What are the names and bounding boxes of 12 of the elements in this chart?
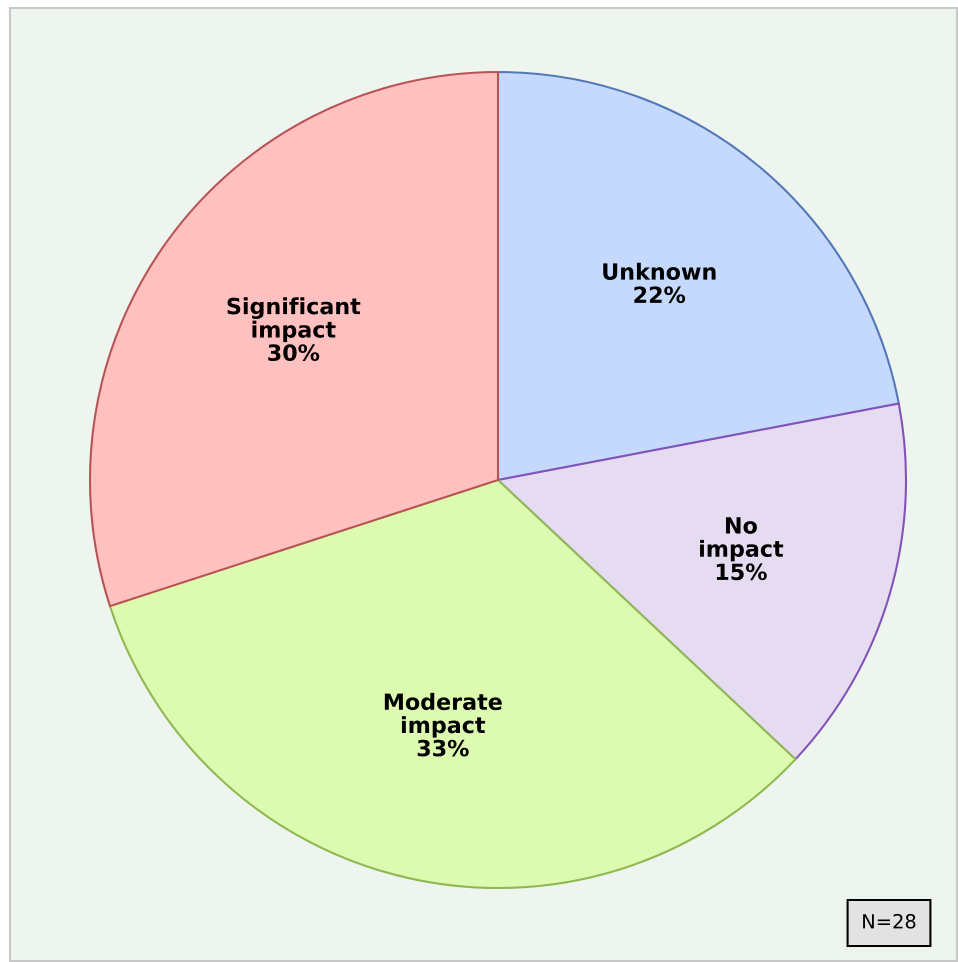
slice-label: Significant impact: [228, 297, 360, 342]
text: N=28: [863, 914, 916, 929]
slice-label: Moderate impact: [384, 692, 502, 738]
data-label: 15%: [716, 563, 767, 580]
slice-label: No impact: [700, 517, 784, 562]
slice-label: Unknown: [603, 262, 716, 280]
pie-slice: [108, 478, 796, 890]
data-label: 30%: [268, 344, 320, 362]
pie-slice: [496, 70, 900, 482]
data-label: 22%: [634, 286, 686, 304]
data-label: 33%: [418, 740, 469, 757]
pie-slice: [88, 70, 500, 608]
